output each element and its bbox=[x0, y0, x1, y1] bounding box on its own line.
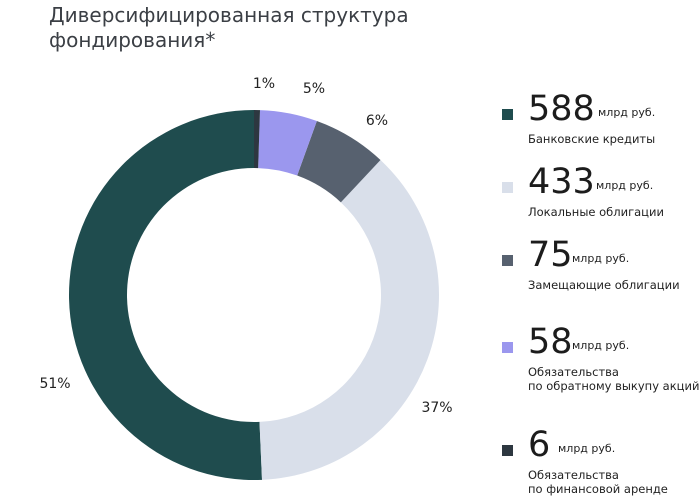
legend-label-0: Банковские кредиты bbox=[528, 132, 700, 146]
donut-slice-4 bbox=[254, 110, 261, 169]
legend-label-4: Обязательства по финансовой аренде bbox=[528, 468, 700, 496]
legend-label-line-1-0: Локальные облигации bbox=[528, 205, 664, 219]
legend-value-2: 75 bbox=[528, 235, 573, 275]
legend-label-line-4-1: по финансовой аренде bbox=[528, 482, 668, 496]
legend-label-1: Локальные облигации bbox=[528, 205, 700, 219]
legend-unit-0: млрд руб. bbox=[598, 106, 656, 119]
slice-percent-label-0: 51% bbox=[39, 376, 70, 392]
slice-percent-label-4: 1% bbox=[253, 76, 275, 92]
legend-unit-2: млрд руб. bbox=[572, 252, 630, 265]
slice-percent-label-2: 6% bbox=[366, 113, 388, 129]
legend-label-line-3-0: Обязательства bbox=[528, 365, 619, 379]
slice-percent-label-3: 5% bbox=[303, 81, 325, 97]
legend-label-line-4-0: Обязательства bbox=[528, 468, 619, 482]
slice-percent-label-1: 37% bbox=[421, 400, 452, 416]
legend-label-2: Замещающие облигации bbox=[528, 278, 700, 292]
donut-slice-3 bbox=[258, 110, 317, 176]
legend-label-line-2-0: Замещающие облигации bbox=[528, 278, 680, 292]
legend-label-3: Обязательства по обратному выкупу акций bbox=[528, 365, 700, 393]
donut-slice-2 bbox=[297, 121, 381, 203]
legend-unit-3: млрд руб. bbox=[572, 339, 630, 352]
legend-swatch-0 bbox=[502, 109, 513, 120]
chart-title-line-2: фондирования* bbox=[49, 28, 216, 52]
donut-slice-0 bbox=[69, 110, 263, 480]
legend-label-line-0-0: Банковские кредиты bbox=[528, 132, 656, 146]
legend-value-1: 433 bbox=[528, 162, 595, 202]
legend-unit-4: млрд руб. bbox=[558, 442, 616, 455]
chart-title: Диверсифицированная структура фондирован… bbox=[49, 3, 469, 53]
legend-value-3: 58 bbox=[528, 322, 573, 362]
legend-value-4: 6 bbox=[528, 425, 551, 465]
donut-slice-1 bbox=[259, 160, 440, 480]
legend-value-0: 588 bbox=[528, 89, 595, 129]
legend-swatch-3 bbox=[502, 342, 513, 353]
legend-swatch-4 bbox=[502, 445, 513, 456]
chart-title-line-1: Диверсифицированная структура bbox=[49, 3, 409, 27]
legend-swatch-1 bbox=[502, 182, 513, 193]
legend-swatch-2 bbox=[502, 255, 513, 266]
legend-label-line-3-1: по обратному выкупу акций bbox=[528, 379, 700, 393]
legend-unit-1: млрд руб. bbox=[596, 179, 654, 192]
